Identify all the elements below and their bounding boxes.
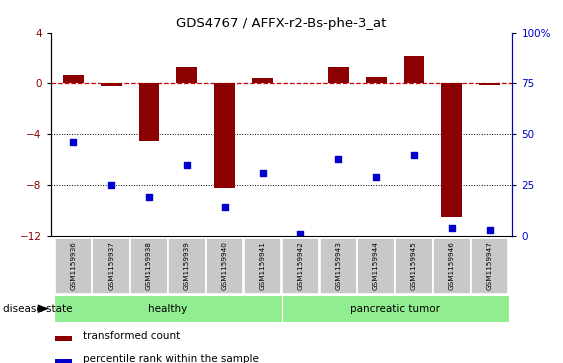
Bar bbox=[176, 67, 197, 83]
Bar bbox=[92, 238, 130, 294]
Point bbox=[409, 152, 418, 158]
Point bbox=[145, 195, 154, 200]
Bar bbox=[433, 238, 471, 294]
Bar bbox=[282, 295, 508, 322]
Bar bbox=[282, 238, 319, 294]
Text: GSM1159944: GSM1159944 bbox=[373, 241, 379, 290]
Text: GSM1159947: GSM1159947 bbox=[486, 241, 493, 290]
Point bbox=[296, 231, 305, 237]
Bar bbox=[215, 83, 235, 188]
Bar bbox=[358, 238, 395, 294]
Bar bbox=[101, 83, 122, 86]
Text: GSM1159942: GSM1159942 bbox=[297, 241, 303, 290]
Text: GSM1159941: GSM1159941 bbox=[260, 241, 266, 290]
Point bbox=[69, 139, 78, 145]
Bar bbox=[404, 56, 425, 83]
Point bbox=[182, 162, 191, 168]
Bar bbox=[320, 238, 357, 294]
Bar bbox=[55, 335, 72, 341]
Bar bbox=[328, 67, 348, 83]
Text: transformed count: transformed count bbox=[83, 331, 181, 340]
Text: GSM1159937: GSM1159937 bbox=[108, 241, 114, 290]
Bar bbox=[395, 238, 433, 294]
Bar bbox=[138, 83, 159, 140]
Text: disease state: disease state bbox=[3, 304, 72, 314]
Text: GSM1159938: GSM1159938 bbox=[146, 241, 152, 290]
Text: percentile rank within the sample: percentile rank within the sample bbox=[83, 354, 260, 363]
Text: healthy: healthy bbox=[149, 304, 187, 314]
Polygon shape bbox=[38, 304, 49, 313]
Bar bbox=[366, 77, 387, 83]
Title: GDS4767 / AFFX-r2-Bs-phe-3_at: GDS4767 / AFFX-r2-Bs-phe-3_at bbox=[176, 17, 387, 30]
Bar bbox=[55, 295, 282, 322]
Bar bbox=[130, 238, 168, 294]
Bar bbox=[244, 238, 282, 294]
Point bbox=[107, 182, 116, 188]
Bar bbox=[441, 83, 462, 217]
Bar bbox=[479, 83, 500, 85]
Point bbox=[485, 227, 494, 233]
Text: pancreatic tumor: pancreatic tumor bbox=[350, 304, 440, 314]
Point bbox=[447, 225, 456, 231]
Text: GSM1159943: GSM1159943 bbox=[335, 241, 341, 290]
Point bbox=[334, 156, 343, 162]
Text: GSM1159946: GSM1159946 bbox=[449, 241, 455, 290]
Text: GSM1159939: GSM1159939 bbox=[184, 241, 190, 290]
Bar bbox=[168, 238, 205, 294]
Bar bbox=[63, 74, 84, 83]
Bar bbox=[55, 359, 72, 363]
Bar bbox=[55, 238, 92, 294]
Point bbox=[372, 174, 381, 180]
Bar bbox=[471, 238, 508, 294]
Text: GSM1159945: GSM1159945 bbox=[411, 241, 417, 290]
Text: GSM1159936: GSM1159936 bbox=[70, 241, 77, 290]
Bar bbox=[206, 238, 243, 294]
Bar bbox=[252, 78, 273, 83]
Text: GSM1159940: GSM1159940 bbox=[222, 241, 228, 290]
Point bbox=[258, 170, 267, 176]
Point bbox=[220, 205, 229, 211]
